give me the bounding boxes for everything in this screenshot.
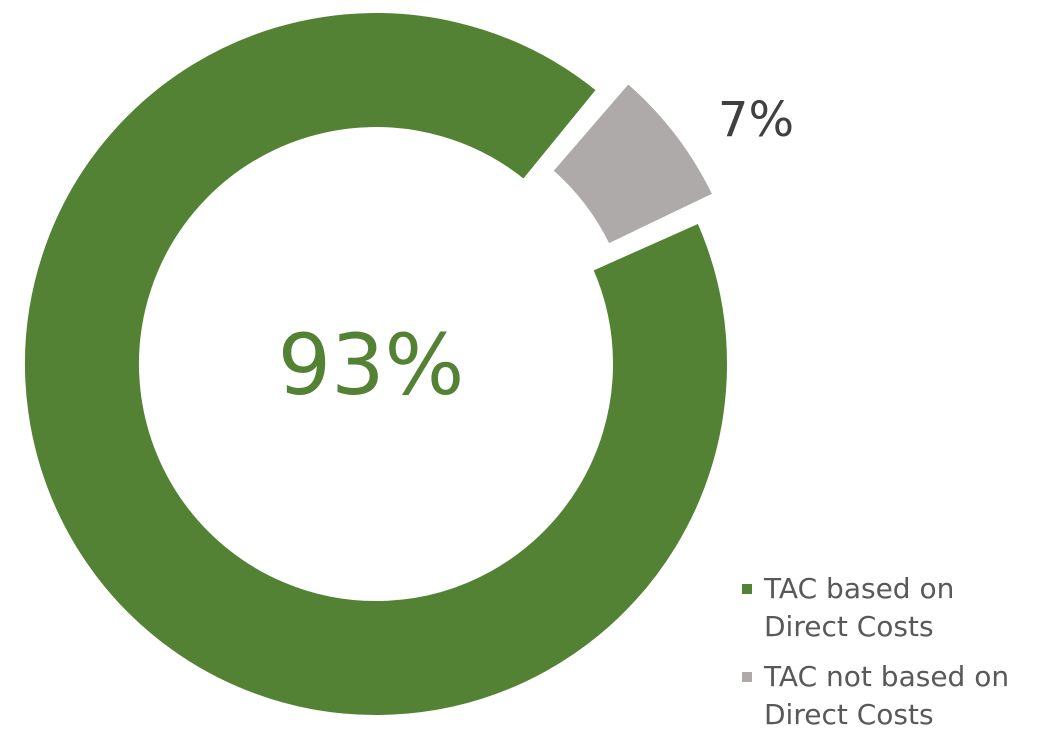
- legend-label-direct-costs: TAC based on Direct Costs: [764, 572, 955, 643]
- data-label-direct-costs: 93%: [278, 316, 465, 414]
- slice-not-direct-costs: [545, 76, 720, 252]
- legend-label-not-direct-costs: TAC not based on Direct Costs: [764, 660, 1010, 731]
- legend-swatch-direct-costs: [742, 584, 752, 594]
- legend-item-not-direct-costs: TAC not based on Direct Costs: [742, 658, 1032, 734]
- data-label-not-direct-costs: 7%: [718, 92, 794, 148]
- legend-swatch-not-direct-costs: [742, 672, 752, 682]
- legend: TAC based on Direct Costs TAC not based …: [742, 570, 1032, 746]
- slice-direct-costs: [19, 7, 733, 721]
- legend-item-direct-costs: TAC based on Direct Costs: [742, 570, 1032, 646]
